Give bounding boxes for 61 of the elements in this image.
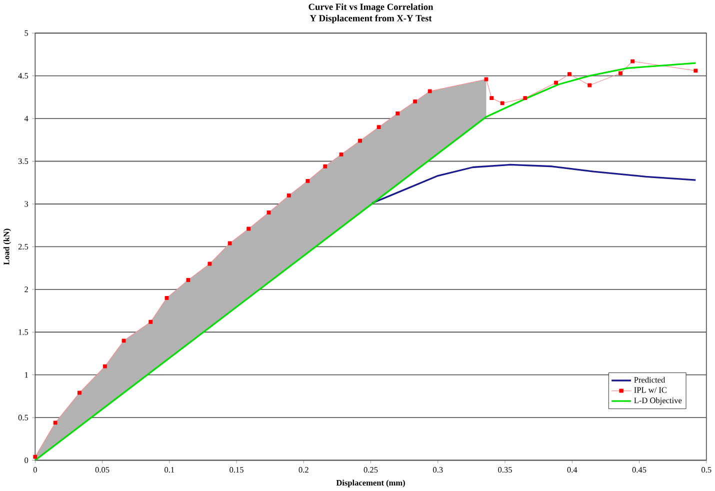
point [618,71,622,76]
x-tick-label: 0.15 [230,467,244,473]
point [694,68,698,73]
x-tick-label: 0.25 [364,467,378,473]
point [376,125,381,130]
chart-subtitle: Y Displacement from X-Y Test [310,14,432,24]
x-tick-label: 0.35 [498,467,512,473]
y-tick-label: 3.5 [18,158,28,164]
point [122,338,126,343]
point [306,179,310,184]
y-tick-label: 4 [24,116,28,122]
point [588,83,592,88]
point [630,60,635,64]
point [413,100,418,104]
point [228,241,232,246]
chart-title: Curve Fit vs Image Correlation [308,4,434,12]
x-axis-title: Displacement (mm) [336,480,405,488]
point [567,72,572,76]
point [148,320,153,324]
line-series [371,164,696,204]
x-tick-label: 0.2 [298,467,308,473]
y-tick-label: 0 [24,458,28,464]
x-tick-label: 0 [33,467,37,473]
point [428,89,432,94]
point [53,420,58,425]
y-tick-label: 1.5 [18,329,28,336]
y-tick-label: 4.5 [18,73,28,79]
legend-label: L-D Objective [634,398,682,406]
x-tick-label: 0.45 [632,467,646,473]
point [33,455,38,459]
y-tick-label: 2 [24,286,28,292]
point [266,210,271,215]
point [286,194,291,198]
x-tick-label: 0.5 [702,467,712,473]
y-axis-title: Load (kN) [3,228,11,265]
point [208,262,212,266]
point [77,390,82,395]
point [323,164,328,169]
y-tick-label: 5 [24,30,28,36]
point [490,96,494,100]
legend-label: IPL w/ IC [634,387,667,393]
x-tick-label: 0.1 [164,467,174,473]
point [358,138,362,143]
point [554,80,558,85]
y-tick-label: 0.5 [18,414,28,421]
point [500,101,504,106]
x-tick-label: 0.05 [95,467,110,473]
x-tick-label: 0.3 [433,467,443,473]
y-tick-label: 2.5 [18,244,28,250]
point [164,296,169,300]
point [186,278,190,282]
legend-label: Predicted [634,377,666,383]
y-tick-label: 1 [24,372,28,378]
point [396,112,400,116]
point [523,96,528,100]
point [339,152,344,157]
x-tick-label: 0.4 [567,467,578,473]
point [246,226,251,231]
point [103,364,107,368]
y-tick-label: 3 [24,201,28,207]
point [484,77,488,82]
